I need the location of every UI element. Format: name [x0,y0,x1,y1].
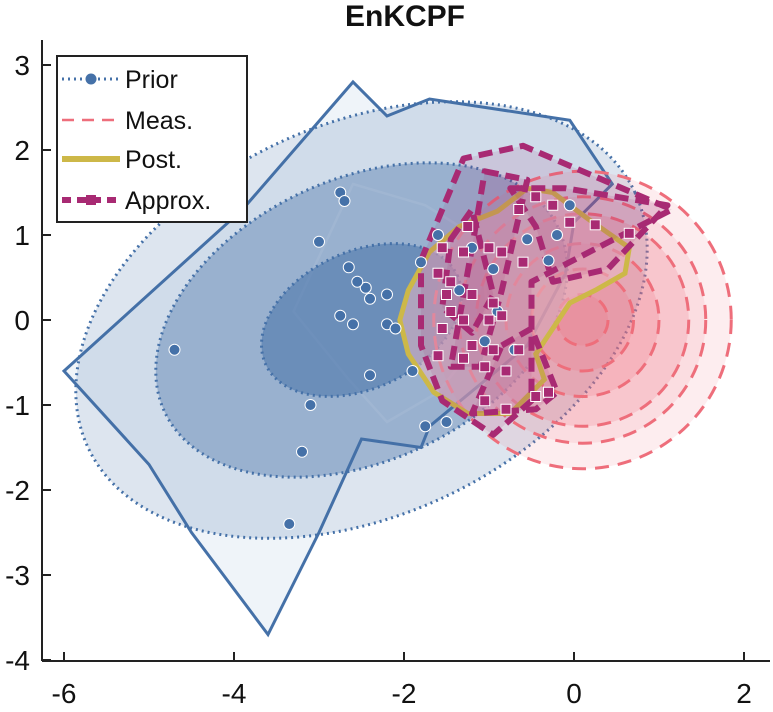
approx-point [513,204,525,215]
prior-point [419,420,432,433]
approx-point [466,340,478,351]
approx-point [432,267,444,279]
x-tick-label: 2 [736,678,752,709]
approx-point [543,386,554,398]
y-tick-label: -3 [5,560,30,591]
approx-point [500,365,512,377]
prior-point [168,343,181,356]
approx-point [530,191,542,203]
prior-point [359,281,372,294]
legend-marker-prior [85,73,97,85]
prior-point [551,229,563,241]
prior-point [478,335,491,348]
approx-point [487,344,499,356]
approx-point [458,314,469,326]
approx-point [483,242,495,254]
legend-label-prior: Prior [125,66,178,94]
prior-point [542,254,555,267]
approx-point [517,256,529,268]
prior-point [487,263,500,275]
prior-point [389,322,402,335]
approx-point [483,314,495,326]
posterior-contour [397,185,633,416]
approx-point [441,289,452,300]
y-tick-label: 3 [14,50,30,81]
axes: -6 -4 -2 0 2 -4 -3 -2 -1 0 1 2 3 [5,40,770,709]
approx-point [458,352,469,364]
prior-point [406,365,419,377]
prior-point [283,518,296,530]
prior-point [563,199,576,212]
legend-entry-prior: Prior [62,66,178,94]
legend-label-post: Post. [125,146,182,174]
y-tick-label: -1 [5,390,30,421]
approx-point [445,306,457,317]
approx-point [547,199,559,211]
approx-point [496,310,508,322]
prior-point [338,195,351,207]
approx-point [436,323,448,334]
prior-point [296,445,308,458]
approx-point [564,216,576,228]
prior-point [521,233,534,246]
approx-point [479,395,491,407]
x-tick-label: -6 [52,678,77,709]
y-ticks: -4 -3 -2 -1 0 1 2 3 [5,50,51,676]
y-tick-label: 1 [14,220,30,251]
chart-title: EnKCPF [345,0,465,33]
y-tick-label: 2 [14,135,30,166]
prior-point [364,369,376,382]
approx-point [589,219,601,231]
prior-point [347,318,359,331]
prior-point [342,261,355,274]
legend-marker-approx [86,195,96,205]
legend-label-approx: Approx. [125,187,211,215]
prior-point [440,416,453,428]
y-tick-label: -4 [5,645,30,676]
prior-point [415,256,427,269]
prior-point [432,229,444,241]
prior-point [381,288,393,301]
prior-point [364,292,376,305]
x-tick-label: -2 [392,678,417,709]
prior-point [334,309,347,322]
approx-point [487,297,499,309]
approx-point [500,403,512,415]
posterior-region [397,185,633,416]
prior-point [304,399,317,411]
approx-point [530,391,542,402]
y-tick-label: -2 [5,475,30,506]
x-ticks: -6 -4 -2 0 2 [52,652,752,709]
prior-point [453,284,466,297]
legend-label-meas: Meas. [125,107,193,135]
prior-point [351,275,364,288]
approx-point [436,242,448,254]
y-tick-label: 0 [14,305,30,336]
legend-entry-post: Post. [62,146,182,174]
legend: Prior Meas. Post. Approx. [56,55,248,223]
approx-point [496,246,508,258]
x-tick-label: -4 [222,678,247,709]
approx-ensemble-points [432,191,635,415]
approx-point [479,361,491,373]
legend-entry-meas: Meas. [62,107,193,135]
approx-point [462,221,474,232]
plot-area [61,79,733,638]
approx-point [432,350,444,362]
approx-point [466,289,478,300]
legend-entry-approx: Approx. [62,187,211,215]
approx-point [445,276,457,288]
approx-point [513,344,525,356]
prior-point [313,235,325,248]
approx-point [458,246,469,258]
x-tick-label: 0 [566,678,582,709]
approx-point [623,227,635,239]
